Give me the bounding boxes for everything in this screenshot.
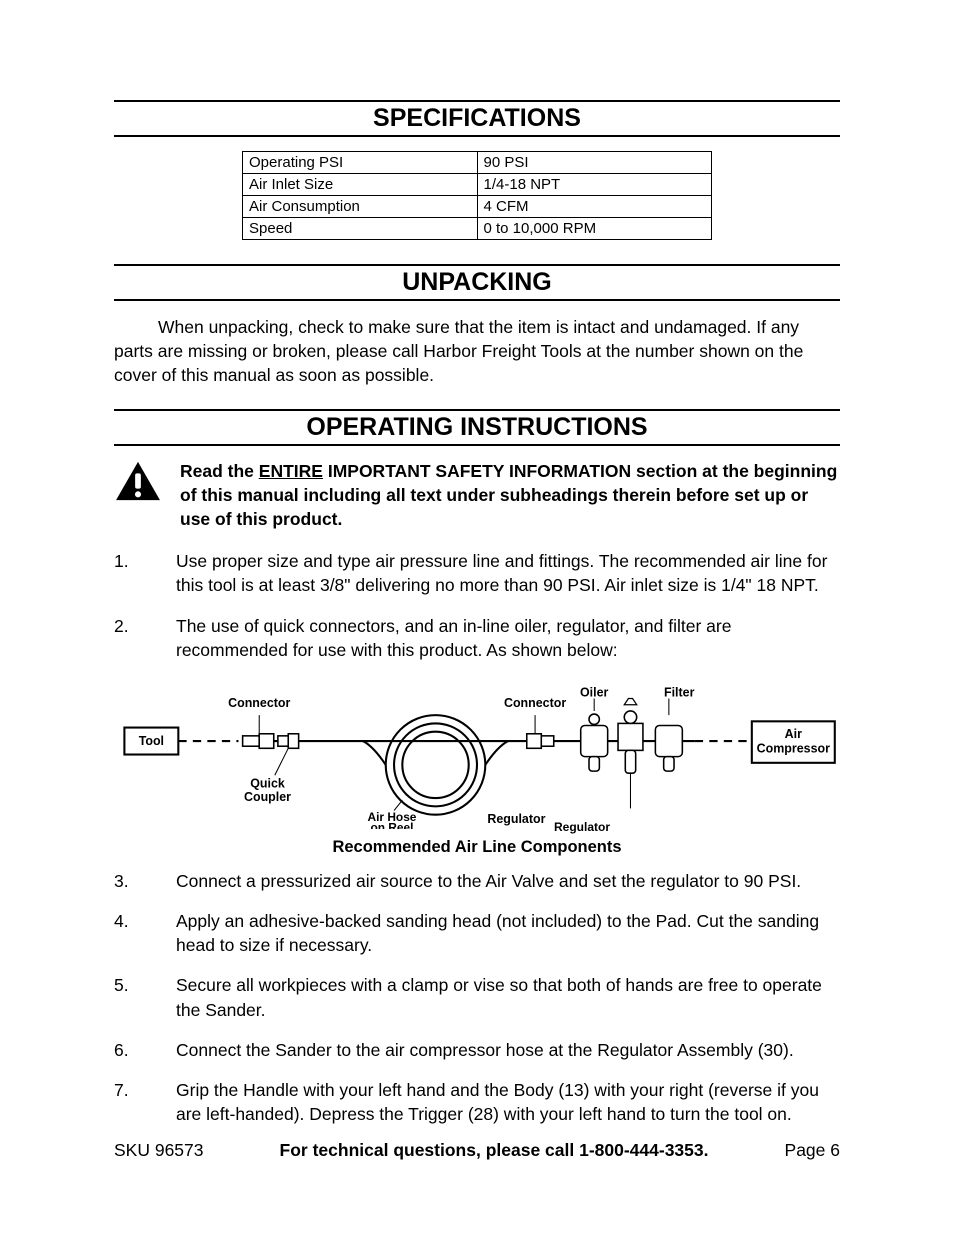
footer-support: For technical questions, please call 1-8… [280,1140,709,1161]
warning-text: Read the ENTIRE IMPORTANT SAFETY INFORMA… [180,460,840,531]
list-item: Connect a pressurized air source to the … [114,869,840,893]
footer-page: Page 6 [785,1140,840,1161]
spec-key: Air Inlet Size [243,174,478,196]
list-item: Apply an adhesive-backed sanding head (n… [114,909,840,957]
svg-text:Air: Air [785,727,802,741]
svg-text:Compressor: Compressor [757,741,830,755]
diagram-caption: Recommended Air Line Components [114,838,840,857]
specifications-table: Operating PSI90 PSI Air Inlet Size1/4-18… [242,151,712,240]
table-row: Operating PSI90 PSI [243,152,712,174]
svg-text:Regulator: Regulator [487,812,545,826]
spec-val: 0 to 10,000 RPM [477,218,712,240]
spec-val: 90 PSI [477,152,712,174]
svg-text:Oiler: Oiler [580,685,609,699]
air-line-diagram: Tool Connector Quick Coupler Air Hose on… [114,684,840,829]
operating-steps: Use proper size and type air pressure li… [114,549,840,662]
operating-steps-cont: Connect a pressurized air source to the … [114,869,840,1126]
diagram-label-regulator: Regulator [554,820,610,834]
warning-block: Read the ENTIRE IMPORTANT SAFETY INFORMA… [114,460,840,531]
spec-key: Operating PSI [243,152,478,174]
svg-text:Connector: Connector [228,696,290,710]
svg-text:on Reel: on Reel [370,820,413,829]
list-item: Connect the Sander to the air compressor… [114,1038,840,1062]
warning-triangle-icon [114,460,162,531]
table-row: Speed0 to 10,000 RPM [243,218,712,240]
footer-sku: SKU 96573 [114,1140,204,1161]
operating-title: OPERATING INSTRUCTIONS [114,409,840,446]
svg-text:Coupler: Coupler [244,790,291,804]
list-item: Grip the Handle with your left hand and … [114,1078,840,1126]
svg-text:Quick: Quick [250,777,285,791]
specifications-title: SPECIFICATIONS [114,100,840,137]
spec-key: Air Consumption [243,196,478,218]
svg-text:Filter: Filter [664,685,695,699]
diagram-label-tool: Tool [139,734,164,748]
page-footer: SKU 96573 For technical questions, pleas… [114,1140,840,1161]
unpacking-paragraph: When unpacking, check to make sure that … [114,315,840,387]
warning-text-underline: ENTIRE [259,461,323,481]
table-row: Air Consumption4 CFM [243,196,712,218]
svg-text:Connector: Connector [504,696,566,710]
list-item: Use proper size and type air pressure li… [114,549,840,597]
spec-val: 1/4-18 NPT [477,174,712,196]
list-item: The use of quick connectors, and an in-l… [114,614,840,662]
table-row: Air Inlet Size1/4-18 NPT [243,174,712,196]
spec-val: 4 CFM [477,196,712,218]
unpacking-title: UNPACKING [114,264,840,301]
spec-key: Speed [243,218,478,240]
warning-text-pre: Read the [180,461,259,481]
list-item: Secure all workpieces with a clamp or vi… [114,973,840,1021]
